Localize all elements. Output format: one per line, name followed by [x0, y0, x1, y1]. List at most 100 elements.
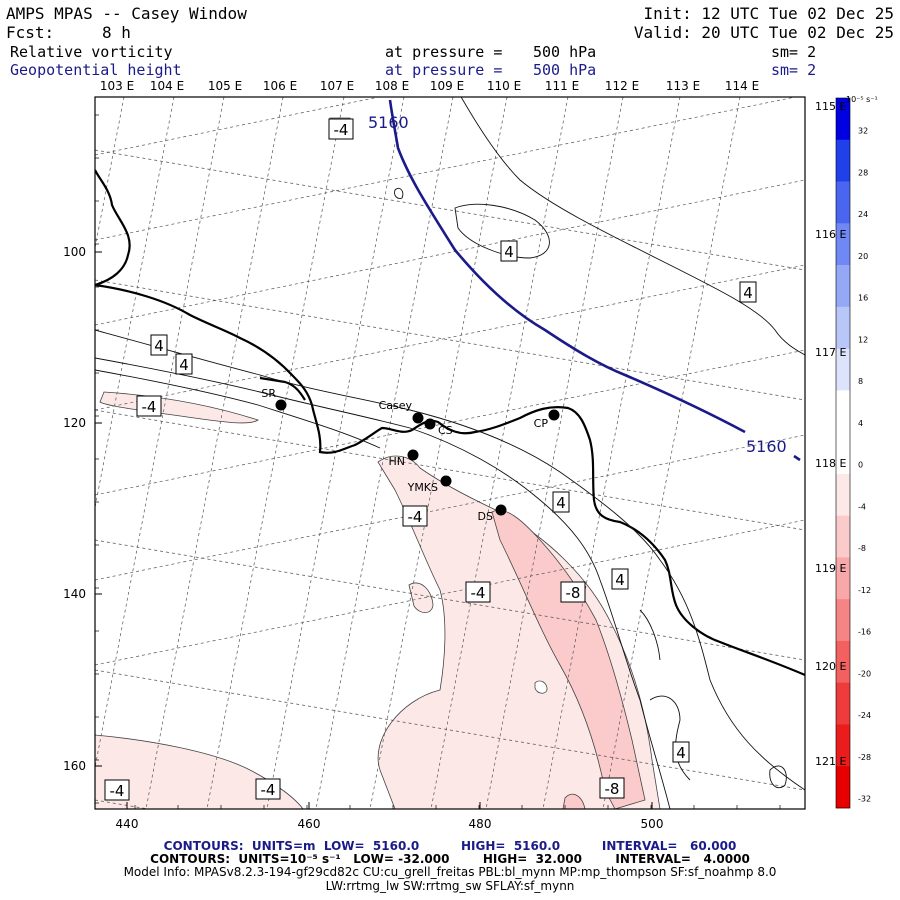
colorbar-segment: [836, 473, 850, 516]
vorticity-contour: [769, 765, 787, 789]
vorticity-label: -8: [566, 584, 581, 602]
station-label: SR: [261, 387, 276, 400]
field2-smoothing: sm= 2: [771, 61, 817, 79]
vorticity-label-box: [104, 779, 130, 801]
station-label: CS: [438, 424, 453, 437]
latitude-line: [95, 149, 805, 271]
colorbar-tick-label: 24: [858, 210, 868, 219]
longitude-label: 114 E: [725, 79, 759, 93]
station-label: HN: [389, 455, 406, 468]
vorticity-label: 4: [556, 494, 566, 512]
station-dot: [495, 504, 507, 516]
station-label: YMKS: [407, 481, 438, 494]
vorticity-label: -4: [334, 121, 349, 139]
station-label: Casey: [379, 399, 413, 412]
vorticity-contour: [95, 369, 381, 449]
colorbar-tick-label: 28: [858, 168, 868, 177]
y-tick-label: 120: [63, 416, 86, 430]
map-frame: [94, 96, 806, 810]
longitude-right-label: 116 E: [815, 228, 846, 241]
station-dot: [548, 409, 560, 421]
longitude-right-label: 115 E: [815, 100, 846, 113]
latitude-line: [95, 179, 805, 326]
vorticity-label: -4: [110, 782, 125, 800]
colorbar-segment: [836, 599, 850, 642]
longitude-label: 108 E: [375, 79, 409, 93]
latitude-line: [95, 539, 805, 661]
latitude-line: [95, 519, 805, 666]
vorticity-negative-region: [562, 793, 586, 809]
valid-time: Valid: 20 UTC Tue 02 Dec 25: [633, 23, 894, 42]
vorticity-label: 4: [179, 356, 189, 374]
vorticity-label-box: [552, 491, 570, 513]
vorticity-label-box: [136, 395, 162, 417]
station-label: DS: [478, 510, 493, 523]
colorbar-segment: [836, 306, 850, 349]
vorticity-contour: [95, 329, 805, 791]
longitude-right-label: 119 E: [815, 562, 846, 575]
longitude-line: [369, 97, 508, 809]
station-dot: [275, 399, 287, 411]
height-contour-5160: [793, 454, 801, 462]
longitude-label: 103 E: [100, 79, 134, 93]
longitude-line: [542, 97, 681, 809]
vorticity-shading: [95, 117, 661, 809]
vorticity-negative-region: [99, 391, 259, 424]
longitude-label: 110 E: [487, 79, 521, 93]
colorbar: 32 28 24 20 16 12 8 4 0 -4 -8 -12 -16 -20 -24 -28 -32: [835, 97, 871, 809]
lat-lon-grid: [95, 97, 805, 809]
colorbar-tick-label: -8: [858, 544, 866, 553]
longitude-line: [315, 97, 454, 809]
station-dot: [440, 475, 452, 487]
longitude-right-label: 117 E: [815, 346, 846, 359]
colorbar-segment: [836, 682, 850, 725]
y-tick-label: 100: [63, 245, 86, 259]
vorticity-label-box: [402, 505, 428, 527]
station-dot: [407, 449, 419, 461]
colorbar-tick-label: 32: [858, 127, 868, 136]
station-dot: [424, 418, 436, 430]
vorticity-label: 4: [504, 243, 514, 261]
map-title: AMPS MPAS -- Casey Window: [6, 4, 247, 23]
vorticity-label-box: [500, 240, 518, 262]
vorticity-label: -4: [261, 781, 276, 799]
colorbar-segment: [836, 432, 850, 475]
colorbar-tick-label: 4: [858, 419, 863, 428]
station-label: CP: [534, 417, 549, 430]
latitude-line: [95, 409, 805, 531]
latitude-line: [95, 434, 805, 581]
longitude-line: [602, 97, 741, 809]
footer-model-info: Model Info: MPASv8.2.3-194-gf29cd82c CU:…: [123, 865, 777, 879]
colorbar-segment: [836, 348, 850, 391]
colorbar-segment: [836, 390, 850, 433]
latitude-line: [95, 349, 805, 496]
vorticity-label-box: [150, 334, 168, 356]
init-time: Init: 12 UTC Tue 02 Dec 25: [643, 4, 894, 23]
longitude-right-label: 118 E: [815, 457, 846, 470]
longitude-right-label: 120 E: [815, 660, 846, 673]
footer-physics-info: LW:rrtmg_lw SW:rrtmg_sw SFLAY:sf_mynn: [325, 879, 575, 893]
vorticity-contour: [95, 357, 671, 809]
longitude-label: 112 E: [605, 79, 639, 93]
colorbar-segment: [836, 724, 850, 767]
vorticity-contour: [454, 203, 550, 259]
colorbar-segment: [836, 181, 850, 224]
vorticity-contour: [460, 97, 805, 356]
vorticity-label-box: [175, 353, 193, 375]
colorbar-segment: [836, 139, 850, 182]
vorticity-label: -4: [408, 508, 423, 526]
vorticity-negative-region: [491, 510, 646, 809]
vorticity-label-box: [611, 568, 629, 590]
field1-pressure: 500 hPa: [533, 43, 597, 61]
field1-pressure-label: at pressure =: [385, 43, 503, 61]
vorticity-label: 4: [154, 337, 164, 355]
axis-ticks: 440 460 480 500 100 120 140 160: [63, 114, 781, 831]
colorbar-tick-label: -4: [858, 502, 866, 511]
station-dot: [412, 412, 424, 424]
vorticity-label-box: [560, 581, 586, 603]
forecast-label: Fcst:: [6, 23, 55, 42]
x-tick-label: 440: [116, 817, 139, 831]
colorbar-segment: [836, 98, 850, 141]
